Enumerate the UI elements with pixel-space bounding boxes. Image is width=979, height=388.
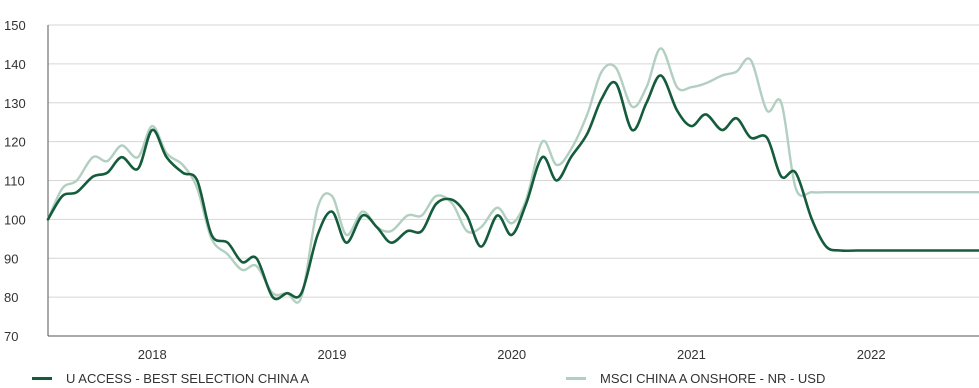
y-tick-label: 110 bbox=[4, 174, 25, 189]
y-axis-ticks: 70 80 90 100 110 120 130 140 150 bbox=[4, 18, 26, 344]
y-tick-label: 140 bbox=[4, 57, 26, 72]
y-tick-label: 100 bbox=[4, 212, 26, 227]
y-tick-label: 70 bbox=[4, 329, 18, 344]
x-tick-label: 2019 bbox=[318, 347, 347, 362]
legend-item-index: MSCI CHINA A ONSHORE - NR - USD bbox=[566, 370, 825, 386]
gridlines bbox=[48, 24, 979, 298]
legend-label-index: MSCI CHINA A ONSHORE - NR - USD bbox=[600, 370, 826, 386]
legend-swatch-fund bbox=[32, 376, 52, 380]
y-tick-label: 150 bbox=[4, 18, 26, 33]
line-chart: 70 80 90 100 110 120 130 140 150 2018 2019 2020 202… bbox=[4, 18, 979, 362]
x-tick-label: 2018 bbox=[138, 347, 167, 362]
y-tick-label: 120 bbox=[4, 135, 26, 150]
y-tick-label: 90 bbox=[4, 251, 18, 266]
series-line-fund bbox=[46, 74, 979, 301]
series-lines bbox=[46, 47, 979, 304]
x-axis-ticks: 2018 2019 2020 2021 2022 bbox=[138, 347, 886, 362]
series-line-index bbox=[46, 47, 979, 304]
x-tick-label: 2020 bbox=[497, 347, 526, 362]
y-tick-label: 80 bbox=[4, 290, 18, 305]
x-tick-label: 2021 bbox=[677, 347, 706, 362]
x-tick-label: 2022 bbox=[857, 347, 886, 362]
legend-label-fund: U ACCESS - BEST SELECTION CHINA A bbox=[66, 370, 310, 386]
legend-swatch-index bbox=[566, 376, 586, 380]
legend-item-fund: U ACCESS - BEST SELECTION CHINA A bbox=[32, 370, 309, 386]
y-tick-label: 130 bbox=[4, 96, 26, 111]
